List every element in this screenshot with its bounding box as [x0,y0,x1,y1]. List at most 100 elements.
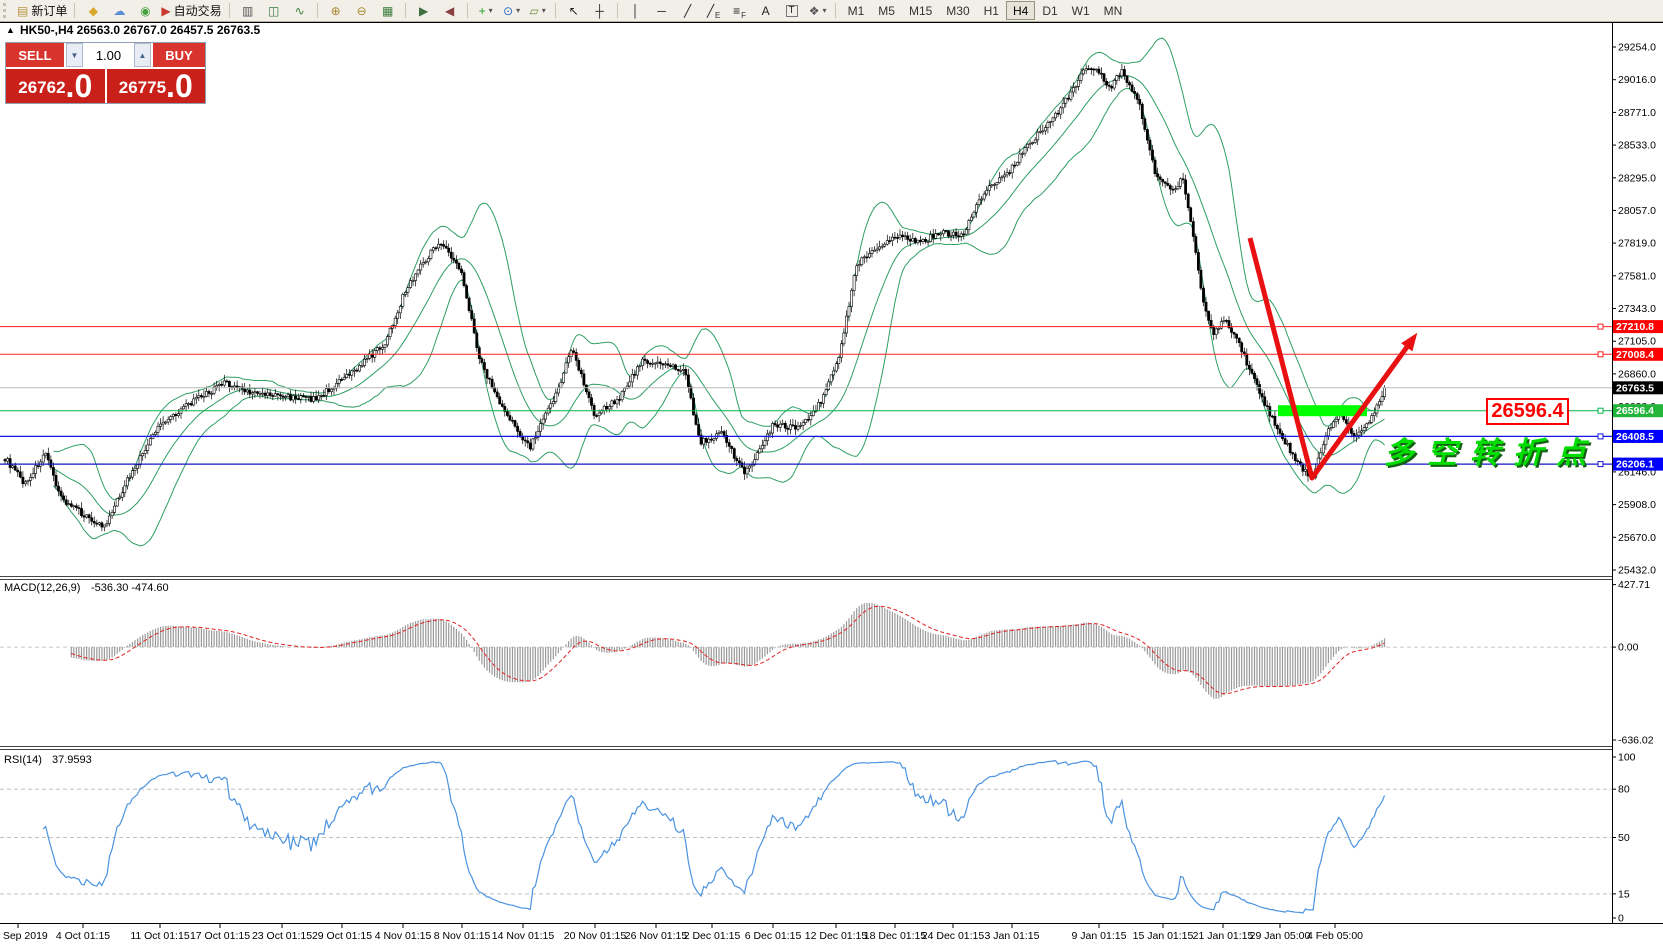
timeframe-button-m1[interactable]: M1 [847,3,865,18]
line-anchor[interactable] [1597,351,1604,358]
price-callout-label[interactable]: 26596.4 [1486,398,1569,425]
chart-shift-button[interactable]: ◀ [437,1,463,20]
template-icon: ▱ [529,3,539,18]
toolbar-grip[interactable] [3,3,11,18]
time-tick-label: 20 Nov 01:15 [564,930,627,942]
line-anchor[interactable] [1597,407,1604,414]
line-anchor[interactable] [1597,323,1604,330]
fibonacci-button[interactable]: ≡ F [727,1,753,21]
sell-price-frac: .0 [65,68,93,105]
timeframe-button-h1[interactable]: H1 [983,3,999,18]
label-icon: T [785,4,798,17]
toolbar-separator [228,3,231,18]
horizontal-line-button[interactable]: ─ [649,1,675,20]
chart-collapse-icon[interactable]: ▲ [6,25,15,35]
time-tick-label: 4 Oct 01:15 [56,930,110,942]
templates-button[interactable]: ▱ ▾ [525,1,551,20]
chevron-down-icon[interactable]: ▾ [516,6,521,15]
timeframe-button-m30[interactable]: M30 [946,3,970,18]
rsi-tick-label: 80 [1618,784,1630,796]
toolbar-separator [316,3,319,18]
price-tick-label: 25670.0 [1618,532,1656,544]
crosshair-icon: ┼ [595,3,604,18]
volume-decrease-button[interactable]: ▼ [66,43,83,67]
time-tick-label: 3 Jan 01:15 [985,930,1040,942]
tile-windows-button[interactable]: ▦ [375,1,401,20]
price-tick-label: 25432.0 [1618,565,1656,577]
candles-icon: ◫ [267,3,280,18]
line-chart-button[interactable]: ∿ [287,1,313,20]
timeframe-button-h4[interactable]: H4 [1005,1,1036,20]
zoom-out-button[interactable]: ⊖ [349,1,375,20]
line-anchor[interactable] [1597,433,1604,440]
channel-button[interactable]: ╱ E [701,1,727,21]
price-divider [104,69,107,103]
metaeditor-button[interactable]: ◆ [80,1,106,20]
sell-button[interactable]: SELL [6,43,64,67]
price-tick-label: 27819.0 [1618,238,1656,250]
line-anchor[interactable] [1597,461,1604,468]
signals-button[interactable]: ◉ [132,1,158,20]
chart-title: HK50-,H4 26563.0 26767.0 26457.5 26763.5 [20,23,261,37]
timeframe-button-m15[interactable]: M15 [908,3,933,18]
auto-scroll-button[interactable]: ▶ [411,1,437,20]
timeframe-button-d1[interactable]: D1 [1042,3,1058,18]
rsi-tick-label: 100 [1618,752,1636,764]
rsi-tick-label: 0 [1618,913,1624,925]
time-tick-label: 24 Dec 01:15 [922,930,985,942]
buy-price[interactable]: 26775.0 [107,69,206,103]
timeframe-button-mn[interactable]: MN [1103,3,1123,18]
fibonacci-icon: ≡ [733,3,741,18]
sell-price[interactable]: 26762.0 [6,69,105,103]
highlight-bar[interactable] [1278,405,1367,417]
label-button[interactable]: T [779,1,805,20]
new-order-button[interactable]: ▤ 新订单 [14,1,70,20]
svg-text:26408.5: 26408.5 [1616,431,1654,443]
time-tick-label: 4 Nov 01:15 [375,930,432,942]
cursor-button[interactable]: ↖ [561,1,587,20]
turning-point-text[interactable]: 多空转折点 [1384,437,1599,470]
community-button[interactable]: ☁ [106,1,132,20]
time-tick-label: 6 Dec 01:15 [745,930,802,942]
vertical-line-button[interactable]: │ [623,1,649,20]
zoom-in-button[interactable]: ⊕ [323,1,349,20]
chevron-down-icon[interactable]: ▾ [488,6,493,15]
toolbar-separator [834,3,837,18]
volume-input[interactable]: 1.00 [95,47,122,63]
text-icon: A [761,3,770,18]
timeframe-button-w1[interactable]: W1 [1071,3,1090,18]
text-button[interactable]: A [753,1,779,20]
toolbar-separator [616,3,619,18]
shapes-button[interactable]: ❖ ▾ [805,1,831,20]
axis-price-tag: 26408.5 [1613,429,1663,443]
toolbar-separator [466,3,469,18]
time-tick-label: 11 Oct 01:15 [130,930,190,942]
trendline-button[interactable]: ╱ [675,1,701,20]
toolbar-separator [404,3,407,18]
trend-arrow[interactable] [1247,237,1418,481]
price-tick-label: 29254.0 [1618,42,1656,54]
buy-button[interactable]: BUY [153,43,205,67]
periods-button[interactable]: ⊙ ▾ [499,1,525,20]
macd-plot [0,603,1612,699]
crosshair-button[interactable]: ┼ [587,1,613,20]
macd-tick-label: 427.71 [1618,579,1650,591]
indicators-button[interactable]: + ▾ [473,1,499,20]
chevron-down-icon[interactable]: ▾ [541,6,546,15]
candlestick-button[interactable]: ◫ [261,1,287,20]
volume-increase-button[interactable]: ▲ [134,43,151,67]
time-tick-label: 9 Jan 01:15 [1072,930,1127,942]
bar-chart-button[interactable]: ▥ [235,1,261,20]
auto-trading-button[interactable]: ▶ 自动交易 [158,1,224,20]
price-tick-label: 29016.0 [1618,74,1656,86]
new-order-button-label: 新订单 [31,4,68,18]
one-click-trading-panel: SELL ▼ 1.00 ▲ BUY 26762.0 26775.0 [5,42,206,104]
buy-price-int: 26775 [118,78,167,97]
timeframe-button-m5[interactable]: M5 [878,3,895,18]
time-tick-label: 26 Nov 01:15 [625,930,688,942]
auto-scroll-icon: ▶ [418,3,429,18]
chevron-down-icon[interactable]: ▾ [822,6,827,15]
new-order-icon: ▤ [17,3,29,18]
